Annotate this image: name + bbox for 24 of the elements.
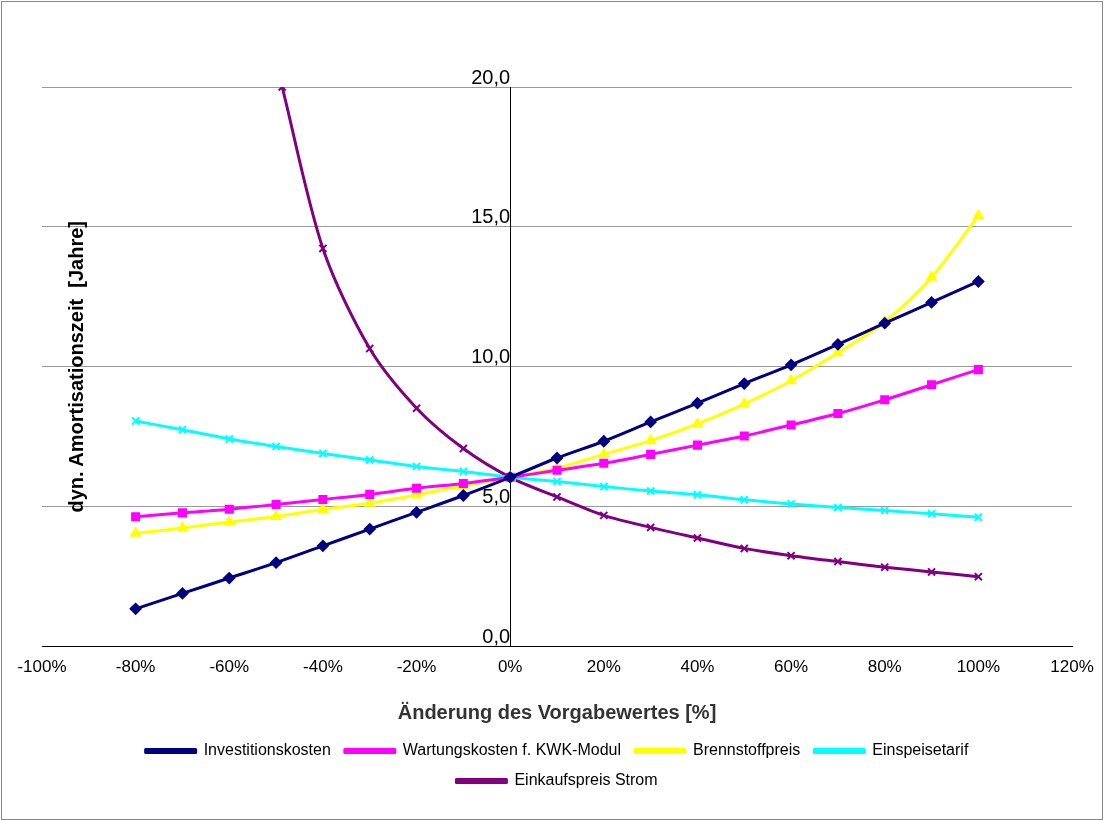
x-tick-label: 60%: [774, 657, 809, 677]
y-tick-label: 5,0: [482, 485, 511, 508]
legend-label: Brennstoffpreis: [692, 741, 801, 759]
legend-label: Investitionskosten: [203, 741, 331, 759]
legend-label: Einkaufspreis Strom: [514, 771, 658, 789]
x-tick-label: 100%: [956, 657, 1001, 677]
y-tick-label: 0,0: [482, 625, 511, 648]
x-tick-label: -80%: [115, 657, 156, 677]
x-tick-label: -40%: [303, 657, 343, 677]
x-tick-label: 0%: [497, 657, 523, 677]
y-tick-label: 15,0: [471, 205, 511, 228]
legend-label: Wartungskosten f. KWK-Modul: [402, 741, 621, 759]
x-tick-label: -100%: [17, 657, 67, 677]
x-tick-label: -20%: [396, 657, 437, 677]
y-axis-title: dyn. Amortisationszeit [Jahre]: [64, 221, 87, 513]
x-axis-title: Änderung des Vorgabewertes [%]: [397, 700, 717, 723]
y-tick-label: 20,0: [471, 65, 511, 88]
x-tick-label: -60%: [209, 657, 250, 677]
x-tick-label: 80%: [867, 657, 902, 677]
legend-label: Einspeisetarif: [872, 741, 969, 759]
y-tick-label: 10,0: [471, 345, 511, 368]
x-tick-label: 120%: [1050, 657, 1094, 677]
x-tick-label: 20%: [586, 657, 621, 677]
x-tick-label: 40%: [680, 657, 715, 677]
